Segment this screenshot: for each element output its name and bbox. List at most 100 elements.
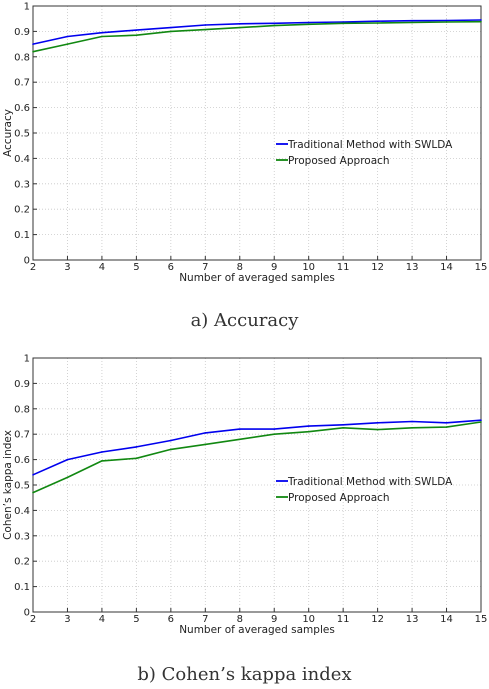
data-point	[32, 474, 34, 476]
x-tick-label: 6	[168, 614, 174, 625]
y-tick-label: 0.1	[14, 230, 30, 241]
x-tick-label: 14	[440, 262, 453, 273]
x-tick-label: 2	[30, 614, 36, 625]
y-tick-label: 0.4	[14, 154, 30, 165]
x-tick-label: 15	[475, 262, 488, 273]
data-point	[101, 35, 103, 38]
x-axis-label: Number of averaged samples	[179, 272, 335, 284]
data-point	[376, 428, 379, 431]
data-point	[445, 426, 448, 428]
data-point	[273, 428, 276, 430]
y-tick-label: 0.3	[14, 179, 30, 190]
data-point	[204, 24, 207, 26]
data-point	[32, 43, 34, 45]
x-tick-label: 7	[202, 614, 208, 625]
x-tick-label: 11	[337, 262, 350, 273]
data-point	[170, 439, 172, 442]
data-point	[273, 433, 276, 435]
data-point	[238, 22, 241, 25]
legend-entry: Traditional Method with SWLDA	[287, 139, 453, 151]
data-point	[135, 29, 138, 31]
y-axis-label: Accuracy	[2, 109, 14, 157]
plot-frame	[32, 5, 482, 261]
series-line-traditional-swlda	[32, 19, 482, 45]
y-tick-label: 0	[24, 608, 30, 619]
y-tick-label: 0.7	[14, 78, 30, 89]
data-point	[135, 457, 138, 460]
x-tick-label: 5	[133, 262, 139, 273]
x-tick-label: 8	[237, 614, 243, 625]
y-tick-label: 0.1	[14, 582, 30, 593]
data-point	[307, 23, 310, 26]
data-point	[342, 21, 344, 23]
series-line-proposed-approach	[32, 421, 482, 494]
y-tick-label: 0.5	[14, 481, 30, 492]
data-point	[204, 28, 207, 31]
data-point	[273, 22, 276, 25]
data-point	[376, 20, 379, 23]
x-tick-label: 3	[64, 262, 70, 273]
y-tick-label: 0.7	[14, 430, 30, 441]
data-point	[204, 432, 207, 434]
data-point	[445, 421, 448, 424]
data-point	[342, 427, 344, 429]
x-tick-label: 3	[64, 614, 70, 625]
y-tick-label: 0.6	[14, 455, 30, 466]
legend-entry: Proposed Approach	[288, 492, 390, 504]
series-line-traditional-swlda	[32, 419, 482, 476]
data-point	[66, 35, 69, 38]
y-axis-label: Cohen’s kappa index	[2, 430, 14, 540]
data-point	[480, 20, 482, 23]
y-tick-label: 0.8	[14, 404, 30, 415]
data-point	[238, 26, 241, 29]
x-tick-label: 2	[30, 262, 36, 273]
data-point	[32, 50, 34, 53]
y-tick-label: 0.9	[14, 27, 30, 38]
data-point	[411, 427, 413, 429]
accuracy-chart: 00.10.20.30.40.50.60.70.80.912 3 4 5 6 7 8 9 10 1…	[2, 2, 488, 285]
data-point	[342, 424, 344, 426]
y-tick-label: 0.8	[14, 52, 30, 63]
data-point	[66, 43, 69, 45]
x-tick-label: 6	[168, 262, 174, 273]
data-point	[135, 446, 138, 448]
y-tick-label: 0.2	[14, 205, 30, 216]
kappa-chart: 00.10.20.30.40.50.60.70.80.912 3 4 5 6 7 8 9 10 1…	[2, 354, 488, 637]
caption-accuracy: a) Accuracy	[190, 310, 299, 331]
x-tick-label: 4	[99, 614, 105, 625]
data-point	[411, 19, 413, 22]
x-tick-label: 10	[302, 262, 315, 273]
x-tick-label: 15	[475, 614, 488, 625]
data-point	[445, 19, 448, 22]
data-point	[101, 31, 103, 34]
data-point	[238, 428, 241, 430]
data-point	[376, 22, 379, 24]
x-tick-label: 9	[271, 614, 277, 625]
y-tick-label: 0.2	[14, 557, 30, 568]
x-tick-label: 13	[406, 614, 419, 625]
data-point	[204, 443, 207, 446]
data-point	[135, 34, 138, 37]
data-point	[66, 458, 69, 461]
legend-entry: Proposed Approach	[288, 155, 390, 167]
x-tick-label: 12	[371, 262, 384, 273]
data-point	[376, 421, 379, 424]
data-point	[307, 425, 310, 427]
y-tick-label: 0	[24, 256, 30, 267]
y-tick-label: 0.6	[14, 103, 30, 114]
data-point	[411, 21, 413, 24]
x-tick-label: 7	[202, 262, 208, 273]
x-tick-label: 9	[271, 262, 277, 273]
x-tick-label: 5	[133, 614, 139, 625]
x-tick-label: 10	[302, 614, 315, 625]
data-point	[411, 420, 413, 423]
y-tick-label: 0.3	[14, 531, 30, 542]
x-tick-label: 8	[237, 262, 243, 273]
data-point	[101, 460, 103, 462]
data-point	[170, 26, 172, 29]
data-point	[307, 21, 310, 24]
x-tick-label: 12	[371, 614, 384, 625]
data-point	[480, 421, 482, 423]
data-point	[307, 430, 310, 433]
